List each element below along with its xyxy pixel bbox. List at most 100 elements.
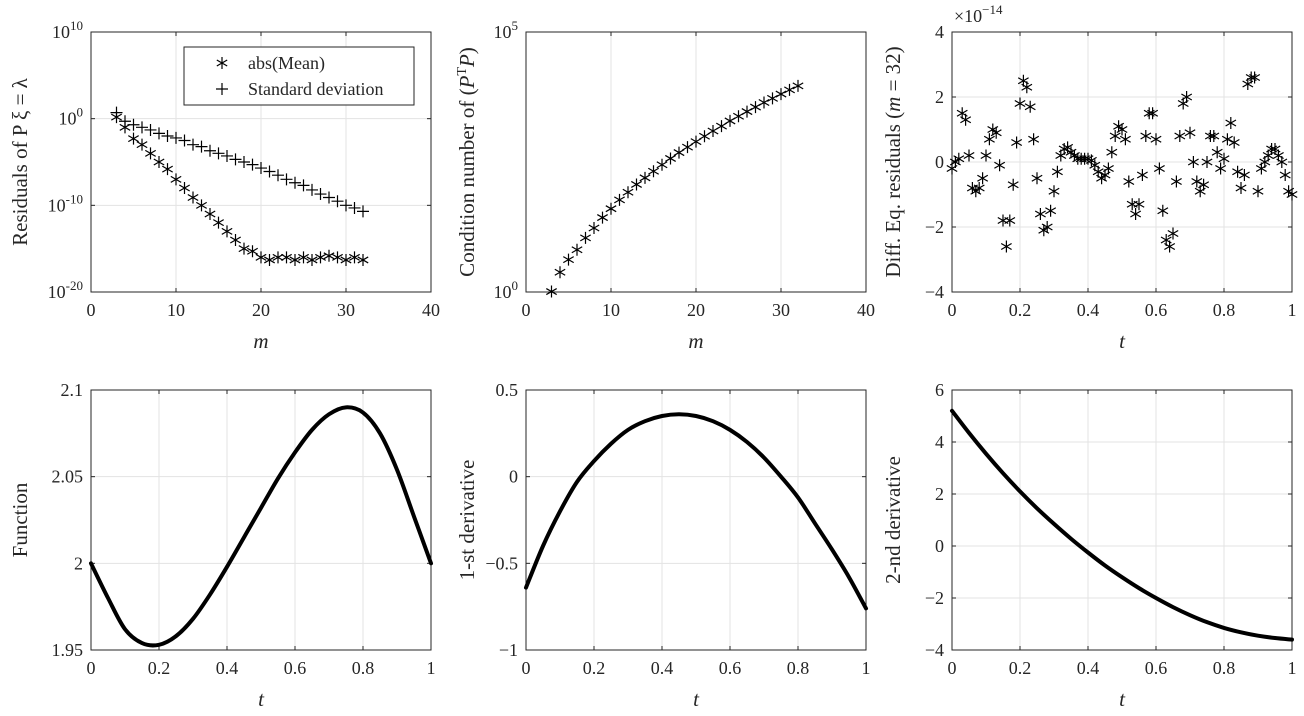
x-axis-label: m — [253, 329, 268, 353]
data-point — [994, 159, 1006, 172]
data-point — [1119, 133, 1131, 146]
data-point — [1000, 240, 1012, 253]
data-point — [230, 234, 241, 246]
data-point — [1164, 240, 1176, 253]
data-point — [170, 173, 182, 186]
data-point — [1004, 214, 1016, 227]
data-point — [960, 113, 972, 126]
data-point — [1225, 117, 1237, 129]
x-tick-label: 0.8 — [1213, 658, 1236, 678]
data-point — [1150, 133, 1162, 146]
x-tick-label: 10 — [602, 300, 620, 320]
data-point — [1007, 178, 1019, 191]
data-point — [357, 253, 369, 266]
data-point — [221, 149, 233, 162]
data-point — [204, 144, 216, 157]
data-point — [357, 205, 369, 218]
data-point — [784, 83, 795, 96]
data-point — [690, 135, 702, 148]
x-tick-label: 40 — [422, 300, 440, 320]
data-point — [1014, 97, 1026, 110]
legend-marker — [216, 57, 228, 69]
y-tick-label: 2 — [935, 484, 944, 504]
data-point — [1048, 185, 1060, 198]
data-point — [246, 158, 259, 171]
y-tick-label: 0 — [509, 467, 518, 487]
data-point — [263, 165, 276, 178]
x-tick-label: 0.2 — [1009, 658, 1032, 678]
data-point — [1024, 100, 1036, 113]
data-point — [1238, 169, 1250, 181]
data-point — [187, 191, 199, 204]
data-point — [340, 253, 352, 266]
data-point — [580, 231, 591, 244]
x-tick-label: 40 — [857, 300, 875, 320]
data-point — [1157, 204, 1169, 217]
x-tick-label: 0.4 — [1077, 300, 1100, 320]
data-point — [1170, 175, 1182, 188]
data-point — [323, 249, 335, 262]
data-point — [1208, 130, 1220, 142]
data-point — [348, 201, 361, 214]
data-point — [546, 285, 557, 298]
data-point — [161, 130, 174, 142]
axes-frame — [951, 389, 1293, 651]
x-axis-label: t — [1119, 687, 1126, 711]
legend-entry: abs(Mean) — [248, 53, 325, 74]
data-point — [639, 171, 651, 184]
data-point — [1116, 123, 1128, 136]
y-tick-label: 0.5 — [496, 380, 519, 400]
y-tick-label: 1.95 — [52, 640, 84, 660]
data-point — [145, 147, 156, 160]
data-point — [597, 211, 608, 224]
data-point — [554, 266, 566, 279]
y-axis-label: Function — [8, 482, 32, 557]
data-point — [1279, 169, 1291, 181]
data-point — [980, 149, 992, 162]
y-axis-label: Condition number of (PTP) — [455, 47, 479, 277]
data-point — [340, 199, 352, 212]
x-tick-label: 30 — [772, 300, 790, 320]
y-tick-label: 2 — [74, 553, 83, 573]
legend-entry: Standard deviation — [248, 79, 383, 99]
data-point — [1211, 146, 1223, 159]
x-tick-label: 0.8 — [1213, 300, 1236, 320]
x-tick-label: 10 — [167, 300, 185, 320]
data-point — [314, 188, 327, 201]
data-point — [673, 146, 685, 159]
data-point — [110, 106, 123, 119]
data-point — [179, 182, 190, 194]
data-point — [1187, 156, 1199, 168]
data-point — [977, 172, 989, 185]
y-axis-multiplier: ×10−14 — [954, 2, 1003, 26]
x-axis-label: t — [693, 687, 700, 711]
data-point — [136, 121, 148, 134]
y-tick-label: 4 — [935, 22, 944, 42]
data-point — [212, 147, 225, 160]
data-point — [136, 138, 148, 151]
data-point — [953, 152, 965, 165]
chart-panel-4: 0 0.2 0.4 0.6 0.8 1 1.95 2 2.05 2.1 t Function — [8, 380, 436, 711]
data-point — [1130, 208, 1142, 220]
y-tick-label: 4 — [935, 432, 944, 452]
data-point — [306, 183, 318, 196]
x-axis-label: t — [258, 687, 265, 711]
x-tick-label: 0.4 — [216, 658, 239, 678]
y-tick-label: −0.5 — [485, 553, 518, 573]
data-point — [1123, 175, 1135, 188]
data-point — [1109, 130, 1121, 142]
chart-panel-6: 0 0.2 0.4 0.6 0.8 1 −4 −2 0 2 4 6 t 2-nd derivative — [881, 380, 1297, 711]
plot-area — [91, 390, 431, 650]
data-point — [315, 251, 326, 264]
data-point — [1133, 198, 1145, 211]
data-point — [1276, 156, 1288, 168]
y-tick-label: 100 — [59, 105, 84, 129]
y-tick-label: −4 — [925, 640, 944, 660]
data-point — [1181, 91, 1193, 103]
x-tick-label: 0.8 — [787, 658, 810, 678]
y-tick-label: 2.05 — [52, 467, 84, 487]
y-tick-label: 2 — [935, 87, 944, 107]
legend-box — [183, 46, 415, 106]
data-point — [153, 127, 165, 140]
